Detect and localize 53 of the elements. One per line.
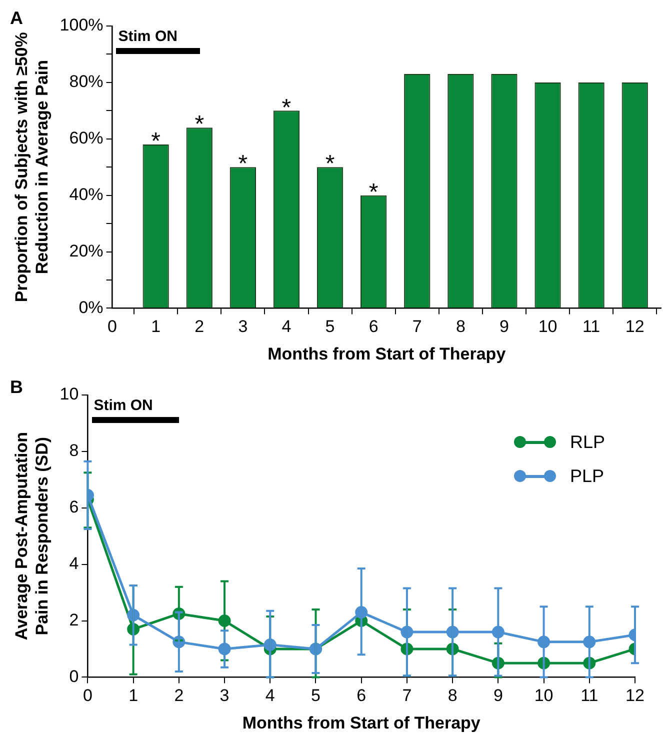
x-tick-label: 11: [582, 317, 600, 336]
text: A: [10, 8, 23, 29]
x-tick-label: 9: [493, 686, 503, 706]
y-axis-title: Proportion of Subjects with ≥50% Reduction in Average Pain: [12, 32, 52, 302]
x-tick-label: 4: [265, 686, 275, 706]
y-tick-label: 4: [69, 554, 79, 574]
y-tick-label: 2: [69, 610, 79, 630]
x-tick-label: 1: [151, 317, 161, 336]
annotation: *: [282, 94, 292, 122]
annotation: Stim ON: [118, 28, 178, 45]
x-tick-label: 9: [499, 317, 509, 336]
y-tick-label: 0: [69, 666, 79, 686]
annotation: *: [194, 111, 204, 138]
legend-label: RLP: [570, 431, 605, 454]
x-tick-label: 0: [108, 317, 118, 336]
x-tick-label: 12: [626, 686, 644, 706]
x-tick-label: 11: [580, 686, 598, 706]
x-tick-label: 1: [128, 686, 138, 706]
x-tick-label: 10: [538, 317, 558, 336]
x-tick-label: 10: [534, 686, 554, 706]
x-tick-label: 5: [325, 317, 335, 336]
y-tick-label: 20%: [69, 241, 104, 260]
x-tick-label: 8: [456, 317, 466, 336]
y-axis-title: Average Post-Amputation Pain in Responders (SD): [12, 432, 52, 640]
legend-label: PLP: [570, 465, 604, 488]
text: B: [10, 377, 23, 398]
x-axis-title: Months from Start of Therapy: [242, 713, 481, 732]
x-tick-label: 3: [220, 686, 230, 706]
y-tick-label: 8: [69, 441, 79, 460]
x-tick-label: 3: [238, 317, 248, 336]
x-axis-title: Months from Start of Therapy: [268, 344, 506, 364]
annotation: *: [238, 150, 248, 178]
annotation: Stim ON: [94, 397, 153, 414]
x-tick-label: 6: [356, 686, 366, 706]
y-tick-label: 40%: [69, 185, 104, 204]
x-tick-label: 7: [412, 317, 422, 336]
y-tick-label: 10: [60, 384, 79, 404]
y-tick-label: 0%: [78, 298, 104, 317]
y-tick-label: 100%: [60, 16, 104, 35]
x-tick-label: 7: [402, 686, 412, 706]
x-tick-label: 8: [448, 686, 458, 706]
x-tick-label: 12: [625, 317, 644, 336]
x-tick-label: 6: [368, 317, 378, 336]
annotation: *: [368, 178, 378, 206]
annotation: *: [325, 150, 335, 178]
y-tick-label: 60%: [69, 128, 104, 148]
x-tick-label: 5: [311, 686, 320, 706]
x-tick-label: 2: [194, 317, 204, 336]
x-tick-label: 2: [174, 686, 184, 706]
x-tick-label: 4: [282, 317, 292, 336]
y-tick-label: 80%: [69, 72, 104, 92]
y-tick-label: 6: [69, 498, 79, 517]
annotation: *: [151, 128, 160, 156]
